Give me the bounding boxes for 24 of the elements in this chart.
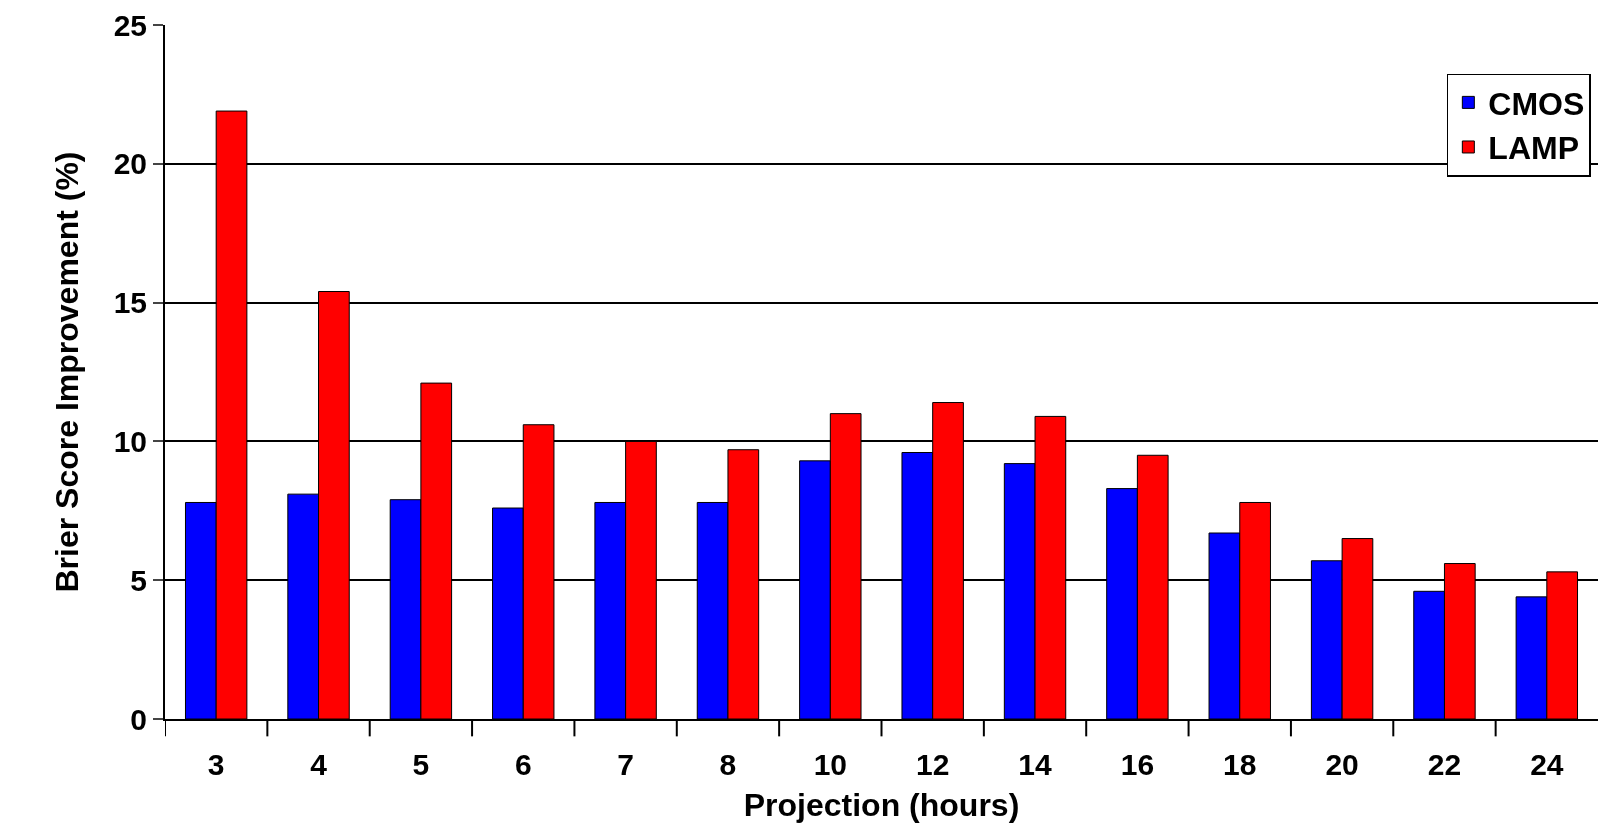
- legend-label: CMOS: [1488, 85, 1585, 122]
- x-tick-label: 10: [813, 748, 848, 781]
- x-tick-label: 16: [1120, 748, 1155, 781]
- x-tick-label: 20: [1325, 748, 1359, 781]
- x-tick-label: 5: [412, 748, 430, 781]
- y-tick-label: 20: [113, 147, 147, 181]
- x-tick-label: 12: [915, 748, 950, 781]
- x-tick-label: 3: [207, 748, 225, 781]
- y-tick-label: 25: [113, 8, 147, 42]
- x-tick-label: 14: [1018, 748, 1053, 781]
- x-tick-label: 4: [310, 748, 328, 781]
- legend-label: LAMP: [1488, 130, 1579, 167]
- x-tick-label: 22: [1427, 748, 1462, 781]
- y-tick-label: 15: [113, 286, 147, 320]
- x-tick-label: 7: [617, 748, 634, 781]
- y-tick-label: 10: [113, 424, 147, 458]
- y-tick-label: 5: [130, 563, 147, 597]
- x-tick-label: 8: [719, 748, 737, 781]
- y-axis-title: Brier Score Improvement (%): [49, 151, 86, 593]
- x-tick-label: 24: [1530, 748, 1564, 781]
- x-axis-title: Projection (hours): [743, 787, 1020, 824]
- x-tick-label: 18: [1223, 748, 1257, 781]
- x-tick-label: 6: [514, 748, 532, 781]
- y-tick-label: 0: [130, 702, 147, 736]
